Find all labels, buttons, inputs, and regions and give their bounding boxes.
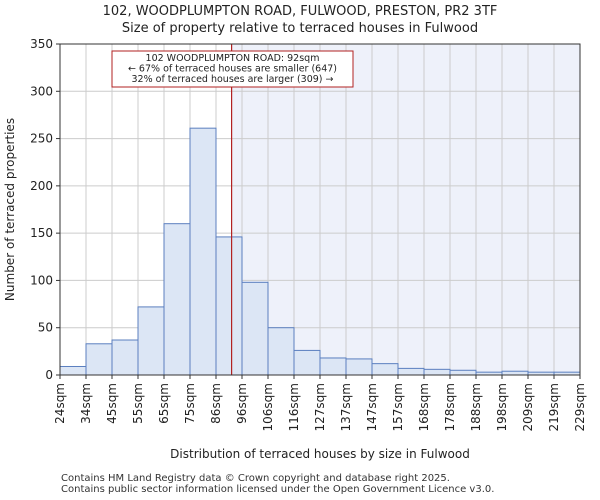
- y-tick-label: 150: [30, 226, 53, 240]
- histogram-chart: 0 50 100 150 200 250 300 350 24sqm 34sqm 45sqm 55s…: [3, 37, 587, 461]
- x-tick-label: 34sqm: [79, 383, 93, 424]
- x-tick-label: 188sqm: [469, 383, 483, 431]
- histogram-bar: [215, 236, 243, 376]
- histogram-bar: [189, 127, 217, 376]
- y-tick-label: 250: [30, 132, 53, 146]
- annotation-box: [111, 50, 354, 88]
- x-tick-label: 168sqm: [417, 383, 431, 431]
- histogram-bar: [85, 343, 113, 376]
- x-tick-label: 137sqm: [339, 383, 353, 431]
- y-tick-label: 50: [38, 321, 53, 335]
- y-tick-label: 0: [45, 368, 53, 382]
- histogram-bar: [59, 365, 87, 376]
- x-tick-label: 229sqm: [573, 383, 587, 431]
- y-tick-label: 300: [30, 84, 53, 98]
- x-tick-label: 86sqm: [209, 383, 223, 424]
- histogram-bar: [501, 370, 529, 376]
- x-tick-label: 96sqm: [235, 383, 249, 424]
- x-tick-label: 116sqm: [287, 383, 301, 431]
- x-tick-label: 198sqm: [495, 383, 509, 431]
- x-tick-label: 219sqm: [547, 383, 561, 431]
- x-tick-label: 75sqm: [183, 383, 197, 424]
- histogram-bar: [345, 358, 373, 376]
- annotation-line: ← 67% of terraced houses are smaller (64…: [128, 64, 337, 75]
- x-tick-label: 157sqm: [391, 383, 405, 431]
- y-tick-label: 350: [30, 37, 53, 51]
- x-axis-label: Distribution of terraced houses by size …: [170, 447, 470, 461]
- histogram-bar: [293, 349, 321, 376]
- histogram-bar: [371, 363, 399, 376]
- chart-subtitle: Size of property relative to terraced ho…: [121, 21, 479, 36]
- x-tick-label: 178sqm: [443, 383, 457, 431]
- chart-title: 102, WOODPLUMPTON ROAD, FULWOOD, PRESTON…: [102, 4, 498, 19]
- footer-line-2: Contains public sector information licen…: [61, 484, 495, 495]
- histogram-bar: [111, 339, 139, 376]
- property-annotation: 102 WOODPLUMPTON ROAD: 92sqm← 67% of ter…: [111, 50, 354, 88]
- x-tick-label: 209sqm: [521, 383, 535, 431]
- x-tick-label: 127sqm: [313, 383, 327, 431]
- x-tick-label: 106sqm: [261, 383, 275, 431]
- histogram-bar: [397, 367, 425, 376]
- y-tick-label: 100: [30, 273, 53, 287]
- x-tick-label: 147sqm: [365, 383, 379, 431]
- x-tick-label: 55sqm: [131, 383, 145, 424]
- footer-line-1: Contains HM Land Registry data © Crown c…: [61, 473, 450, 484]
- x-tick-label: 24sqm: [53, 383, 67, 424]
- x-tick-label: 65sqm: [157, 383, 171, 424]
- histogram-bar: [423, 368, 451, 376]
- histogram-bar: [163, 223, 191, 376]
- histogram-bar: [137, 306, 165, 376]
- histogram-bar: [267, 327, 295, 376]
- y-axis-label: Number of terraced properties: [3, 118, 17, 301]
- histogram-bar: [241, 281, 269, 376]
- annotation-line: 102 WOODPLUMPTON ROAD: 92sqm: [146, 53, 320, 64]
- larger-region-shade: [231, 44, 580, 375]
- y-tick-label: 200: [30, 179, 53, 193]
- annotation-line: 32% of terraced houses are larger (309) …: [132, 74, 334, 85]
- x-tick-label: 45sqm: [105, 383, 119, 424]
- histogram-bar: [319, 357, 347, 376]
- histogram-bar: [449, 369, 477, 376]
